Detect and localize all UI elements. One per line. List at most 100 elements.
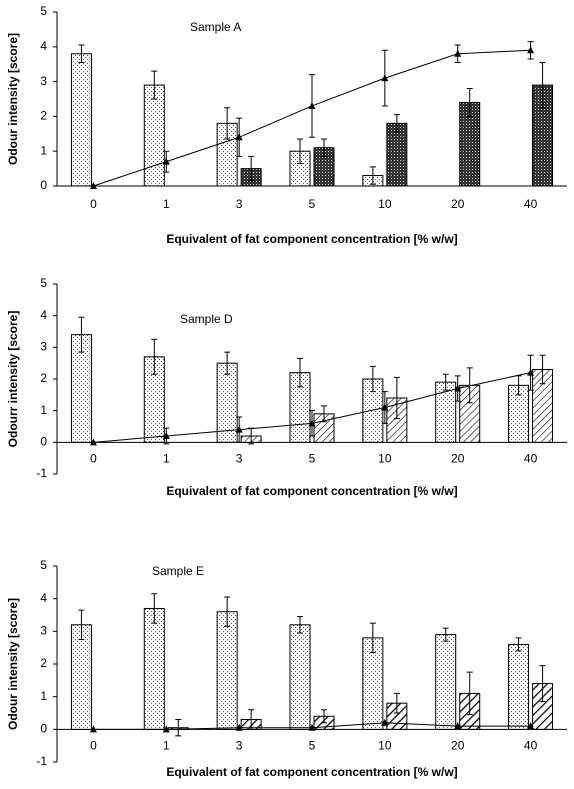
error-bar [442, 627, 449, 642]
error-bar [248, 155, 255, 182]
y-tick-label: 3 [40, 74, 47, 88]
y-tick-label: 1 [40, 403, 47, 417]
x-tick-label: 5 [309, 739, 316, 753]
marker [235, 723, 243, 731]
error-bar [466, 88, 473, 117]
error-bar [321, 709, 327, 724]
error-bar [527, 41, 534, 60]
y-tick-label: 5 [40, 276, 47, 290]
error-bar [381, 49, 388, 107]
y-tick-label: 5 [40, 4, 47, 18]
bar [70, 53, 92, 187]
marker [89, 182, 97, 189]
error-bar [454, 375, 461, 402]
y-axis-label: Odour intensity [score] [6, 33, 20, 165]
error-bar [236, 416, 243, 443]
chart-title: Sample E [152, 564, 204, 578]
bar [216, 611, 238, 730]
error-bar [78, 609, 85, 640]
y-tick-label: 2 [40, 656, 47, 670]
bar [143, 607, 165, 730]
x-tick-label: 3 [236, 197, 243, 211]
x-tick-label: 5 [309, 452, 316, 466]
error-bar [151, 338, 158, 375]
x-tick-label: 1 [163, 197, 170, 211]
error-bar [539, 61, 546, 109]
marker [89, 725, 97, 733]
error-bar [163, 427, 170, 445]
x-axis-label: Equivalent of fat component concentratio… [166, 484, 457, 498]
y-tick-label: 2 [40, 371, 47, 385]
y-tick-label: -1 [36, 466, 47, 480]
x-tick-label: 10 [378, 452, 392, 466]
error-bar [369, 166, 376, 185]
y-tick-label: 3 [40, 340, 47, 354]
y-tick-label: 0 [40, 435, 47, 449]
error-bar [151, 70, 158, 100]
error-bar [515, 637, 522, 652]
x-axis-label: Equivalent of fat component concentratio… [166, 232, 457, 246]
y-tick-label: -1 [36, 754, 47, 768]
error-bar [151, 593, 158, 624]
error-bar [309, 410, 315, 437]
error-bar [78, 44, 85, 63]
chart-title: Sample A [190, 20, 241, 34]
x-tick-label: 3 [236, 452, 243, 466]
x-tick-label: 40 [524, 197, 538, 211]
x-tick-label: 0 [90, 739, 97, 753]
y-tick-label: 1 [40, 143, 47, 157]
error-bar [539, 665, 546, 703]
error-bar [466, 367, 473, 404]
x-tick-label: 1 [163, 739, 170, 753]
error-bar [297, 138, 303, 164]
bar [70, 624, 92, 730]
y-tick-label: 4 [40, 591, 47, 605]
error-bar [224, 596, 231, 627]
y-axis-label: Odourr intensity [score] [6, 311, 20, 448]
error-bar [321, 138, 327, 157]
y-tick-label: 3 [40, 624, 47, 638]
x-tick-label: 10 [378, 197, 392, 211]
marker [308, 723, 316, 731]
error-bar [321, 405, 327, 423]
y-tick-label: 0 [40, 722, 47, 736]
x-tick-label: 40 [524, 452, 538, 466]
x-tick-label: 10 [378, 739, 392, 753]
bar [435, 634, 457, 730]
x-tick-label: 5 [309, 197, 316, 211]
x-tick-label: 20 [451, 739, 465, 753]
marker [89, 438, 97, 446]
bar [143, 84, 165, 187]
bar [386, 122, 408, 187]
error-bar [224, 351, 231, 375]
error-bar [309, 74, 315, 138]
y-tick-label: 2 [40, 109, 47, 123]
bar [289, 624, 311, 730]
marker [162, 725, 170, 733]
error-bar [466, 671, 473, 716]
error-bar [393, 376, 400, 420]
error-bar [369, 365, 376, 393]
error-bar [78, 316, 85, 353]
y-axis-label: Odour intensity [score] [6, 598, 20, 730]
y-tick-label: 5 [40, 558, 47, 572]
error-bar [442, 373, 449, 391]
error-bar [236, 117, 243, 157]
error-bar [527, 354, 534, 391]
error-bar [539, 354, 546, 385]
error-bar [393, 692, 400, 714]
y-tick-label: 1 [40, 689, 47, 703]
marker [454, 722, 462, 730]
x-axis-label: Equivalent of fat component concentratio… [166, 765, 457, 779]
x-tick-label: 0 [90, 452, 97, 466]
x-tick-label: 20 [451, 452, 465, 466]
x-tick-label: 40 [524, 739, 538, 753]
y-tick-label: 4 [40, 39, 47, 53]
error-bar [224, 107, 231, 140]
error-bar [381, 391, 388, 424]
x-tick-label: 3 [236, 739, 243, 753]
x-tick-label: 1 [163, 452, 170, 466]
error-bar [454, 44, 461, 63]
y-tick-label: 4 [40, 308, 47, 322]
error-bar [175, 719, 182, 737]
